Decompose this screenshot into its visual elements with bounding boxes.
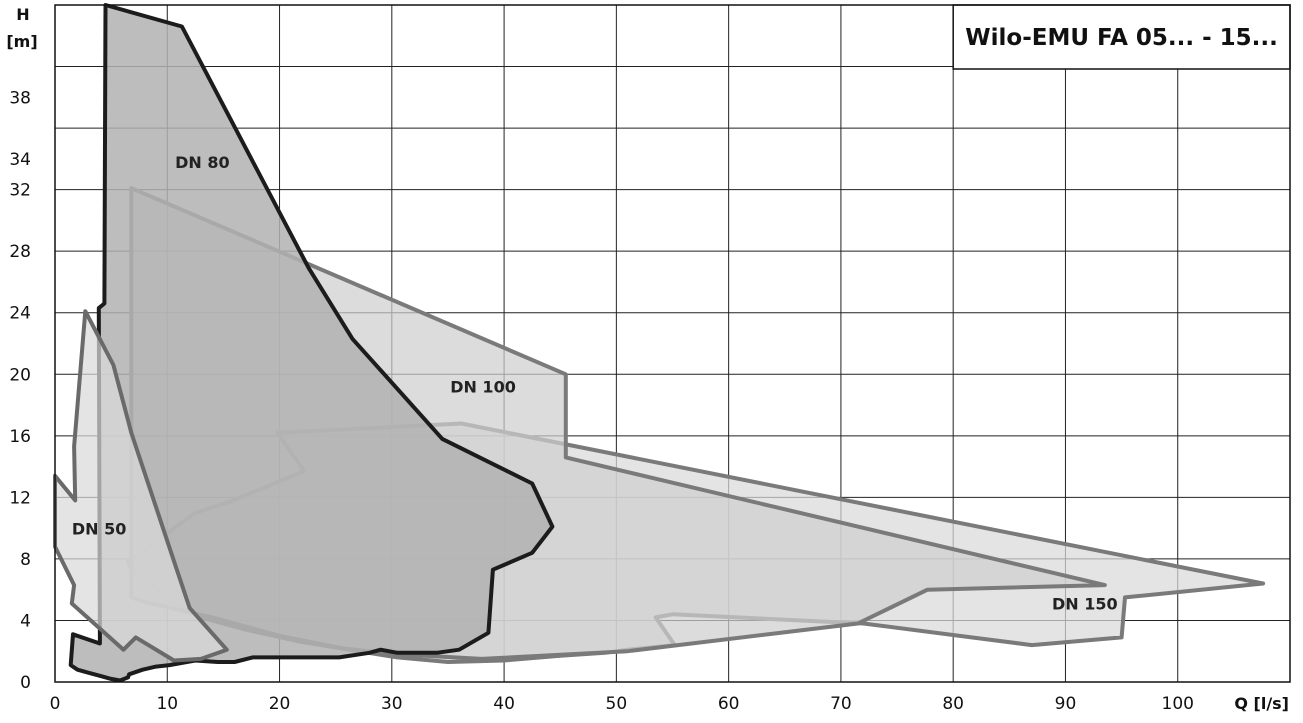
title-frame <box>952 4 1291 70</box>
y-tick-label: 4 <box>20 611 31 631</box>
y-tick-label: 12 <box>9 488 31 508</box>
region-label-dn-50: DN 50 <box>72 519 127 538</box>
y-tick-label: 28 <box>9 242 31 262</box>
y-axis-label: H <box>16 5 29 24</box>
x-tick-label: 50 <box>606 694 628 714</box>
plot-border <box>54 4 1291 683</box>
x-tick-label: 0 <box>50 694 61 714</box>
y-tick-label: 0 <box>20 673 31 693</box>
x-tick-label: 20 <box>269 694 291 714</box>
x-tick-label: 90 <box>1055 694 1077 714</box>
region-dn-50 <box>53 309 229 663</box>
y-tick-labels: 0 4 8 12 16 20 24 28 32 34 38 <box>9 88 31 693</box>
x-tick-labels: 0 10 20 30 40 50 60 70 80 90 100 <box>50 694 1194 714</box>
x-tick-label: 30 <box>381 694 403 714</box>
x-tick-label: 60 <box>718 694 740 714</box>
operating-regions <box>53 3 1266 683</box>
region-label-dn-150: DN 150 <box>1052 595 1118 614</box>
region-dn-80 <box>68 3 555 683</box>
y-axis-unit: [m] <box>6 32 37 51</box>
x-tick-label: 80 <box>942 694 964 714</box>
y-tick-label: 38 <box>9 88 31 108</box>
region-label-dn-100: DN 100 <box>450 378 516 397</box>
y-tick-label: 34 <box>9 150 31 170</box>
y-tick-label: 16 <box>9 427 31 447</box>
title-box: Wilo-EMU FA 05... - 15... <box>952 4 1291 70</box>
y-tick-label: 8 <box>20 550 31 570</box>
x-tick-label: 40 <box>493 694 515 714</box>
region-labels: DN 150 DN 100 DN 80 DN 50 <box>72 153 1118 614</box>
x-tick-label: 70 <box>830 694 852 714</box>
plot-frame <box>54 4 1291 683</box>
y-tick-label: 32 <box>9 181 31 201</box>
x-tick-label: 100 <box>1162 694 1194 714</box>
chart-title: Wilo-EMU FA 05... - 15... <box>965 25 1278 51</box>
x-tick-label: 10 <box>156 694 178 714</box>
y-tick-label: 24 <box>9 304 31 324</box>
y-tick-label: 20 <box>9 365 31 385</box>
x-axis-label: Q [l/s] <box>1234 694 1289 713</box>
region-label-dn-80: DN 80 <box>175 153 230 172</box>
